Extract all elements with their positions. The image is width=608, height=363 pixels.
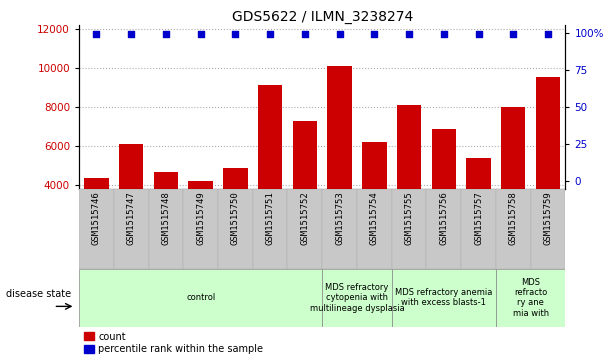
Bar: [154, 172, 178, 263]
Text: GSM1515746: GSM1515746: [92, 191, 101, 245]
Point: [543, 32, 553, 37]
Bar: [392, 269, 496, 327]
Bar: [322, 189, 357, 269]
Bar: [392, 189, 426, 269]
Bar: [536, 77, 560, 263]
Bar: [322, 269, 392, 327]
Text: disease state: disease state: [6, 289, 71, 299]
Title: GDS5622 / ILMN_3238274: GDS5622 / ILMN_3238274: [232, 11, 413, 24]
Bar: [183, 189, 218, 269]
Text: GSM1515758: GSM1515758: [509, 191, 518, 245]
Bar: [328, 66, 352, 263]
Bar: [85, 178, 109, 263]
Text: GSM1515753: GSM1515753: [335, 191, 344, 245]
Bar: [188, 181, 213, 263]
Bar: [258, 85, 282, 263]
Point: [230, 32, 240, 37]
Bar: [292, 121, 317, 263]
Bar: [79, 189, 114, 269]
Bar: [496, 189, 531, 269]
Bar: [223, 168, 247, 263]
Text: GSM1515750: GSM1515750: [231, 191, 240, 245]
Point: [370, 32, 379, 37]
Bar: [79, 269, 322, 327]
Bar: [119, 144, 143, 263]
Point: [508, 32, 518, 37]
Text: GSM1515748: GSM1515748: [161, 191, 170, 245]
Bar: [362, 142, 387, 263]
Text: control: control: [186, 293, 215, 302]
Bar: [461, 189, 496, 269]
Bar: [397, 105, 421, 263]
Point: [474, 32, 483, 37]
Point: [335, 32, 345, 37]
Bar: [114, 189, 148, 269]
Text: GSM1515752: GSM1515752: [300, 191, 309, 245]
Bar: [496, 269, 565, 327]
Text: GSM1515756: GSM1515756: [440, 191, 448, 245]
Point: [126, 32, 136, 37]
Point: [404, 32, 414, 37]
Text: MDS refractory anemia
with excess blasts-1: MDS refractory anemia with excess blasts…: [395, 288, 492, 307]
Bar: [426, 189, 461, 269]
Point: [92, 32, 102, 37]
Text: GSM1515759: GSM1515759: [544, 191, 553, 245]
Bar: [531, 189, 565, 269]
Bar: [501, 107, 525, 263]
Point: [439, 32, 449, 37]
Text: GSM1515749: GSM1515749: [196, 191, 205, 245]
Bar: [357, 189, 392, 269]
Bar: [218, 189, 253, 269]
Text: GSM1515751: GSM1515751: [266, 191, 275, 245]
Text: GSM1515755: GSM1515755: [404, 191, 413, 245]
Legend: count, percentile rank within the sample: count, percentile rank within the sample: [84, 331, 263, 355]
Text: GSM1515747: GSM1515747: [126, 191, 136, 245]
Bar: [288, 189, 322, 269]
Text: GSM1515754: GSM1515754: [370, 191, 379, 245]
Point: [300, 32, 309, 37]
Text: GSM1515757: GSM1515757: [474, 191, 483, 245]
Text: MDS refractory
cytopenia with
multilineage dysplasia: MDS refractory cytopenia with multilinea…: [309, 283, 404, 313]
Bar: [432, 130, 456, 263]
Bar: [466, 158, 491, 263]
Point: [196, 32, 206, 37]
Point: [161, 32, 171, 37]
Text: MDS
refracto
ry ane
mia with: MDS refracto ry ane mia with: [513, 278, 549, 318]
Bar: [148, 189, 183, 269]
Bar: [253, 189, 288, 269]
Point: [265, 32, 275, 37]
